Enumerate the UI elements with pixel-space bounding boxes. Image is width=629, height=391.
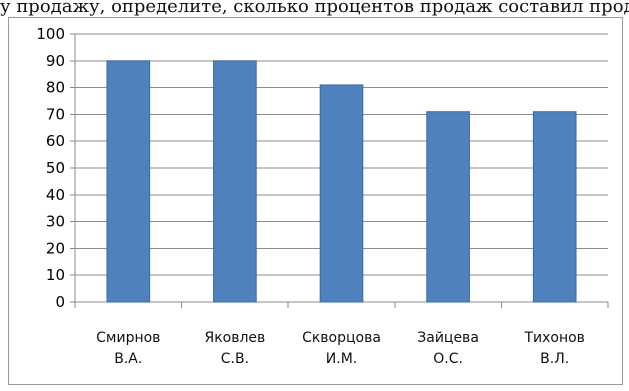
category-label: В.А. — [114, 351, 142, 367]
bar — [213, 60, 257, 303]
y-tick-label: 20 — [46, 239, 65, 257]
y-tick-label: 70 — [46, 105, 65, 123]
y-tick-label: 30 — [46, 213, 65, 231]
category-label: И.М. — [326, 351, 357, 367]
category-label: Зайцева — [417, 330, 479, 346]
category-labels: Смирнов В.А. Яковлев С.В. Скворцова И.М. Зайце… — [96, 330, 585, 367]
y-tick-label: 60 — [46, 132, 65, 150]
y-tick-label: 90 — [46, 52, 65, 70]
bar — [426, 111, 470, 303]
y-tick-label: 0 — [55, 293, 65, 311]
category-label: В.Л. — [540, 351, 569, 367]
category-label: Яковлев — [204, 330, 265, 346]
bar — [532, 111, 577, 303]
y-tick-label: 10 — [46, 266, 65, 284]
y-tick-label: 40 — [46, 186, 65, 204]
category-label: С.В. — [221, 351, 249, 367]
category-label: Смирнов — [96, 330, 160, 346]
bar — [106, 60, 151, 303]
category-label: Скворцова — [302, 330, 381, 346]
y-tick-label: 50 — [46, 159, 65, 177]
category-label: Тихонов — [523, 330, 584, 346]
bar — [319, 84, 364, 303]
y-tick-label: 80 — [46, 79, 65, 97]
category-label: О.С. — [433, 351, 463, 367]
page-top-text-fragment: у продажу, определите, сколько процентов… — [0, 0, 629, 16]
y-tick-label: 100 — [36, 25, 65, 43]
y-tick-labels: 0 10 20 30 40 50 60 70 80 90 100 — [36, 25, 65, 311]
bars — [106, 60, 577, 303]
